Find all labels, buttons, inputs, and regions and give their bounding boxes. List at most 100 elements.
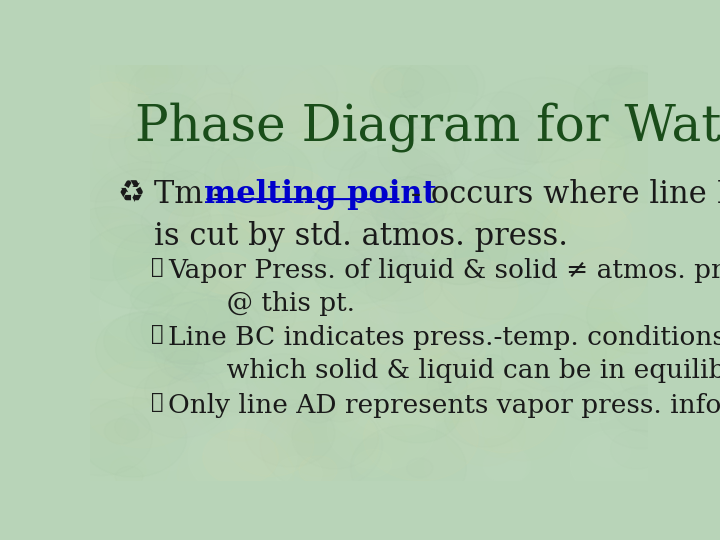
Circle shape [228,381,306,439]
Circle shape [80,397,186,477]
Circle shape [445,190,495,227]
Circle shape [120,405,209,471]
Circle shape [338,106,361,124]
Circle shape [188,353,299,436]
Circle shape [266,291,334,342]
Circle shape [413,181,530,268]
Circle shape [283,273,399,359]
Circle shape [228,413,314,476]
Text: ❘: ❘ [151,393,164,412]
Circle shape [525,120,624,195]
Circle shape [341,348,458,436]
Circle shape [240,179,330,246]
Circle shape [424,258,518,328]
Circle shape [76,82,152,138]
Circle shape [113,224,223,306]
Circle shape [174,191,295,281]
Circle shape [453,375,557,453]
Circle shape [360,238,400,268]
Circle shape [536,116,624,182]
Circle shape [334,455,383,491]
Circle shape [528,373,621,441]
Circle shape [233,166,335,242]
Circle shape [446,121,528,183]
Circle shape [302,203,377,259]
Circle shape [557,308,631,363]
Circle shape [141,292,238,365]
Circle shape [369,304,396,325]
Circle shape [570,429,663,499]
Circle shape [125,135,153,156]
Circle shape [50,134,164,219]
Circle shape [80,225,192,308]
Circle shape [196,52,316,141]
Text: Vapor Press. of liquid & solid ≠ atmos. press
       @ this pt.: Vapor Press. of liquid & solid ≠ atmos. … [168,258,720,316]
Text: Phase Diagram for Water: Phase Diagram for Water [135,102,720,152]
Text: ❘: ❘ [151,258,164,277]
Circle shape [256,120,280,138]
Text: - occurs where line BC: - occurs where line BC [401,179,720,210]
Circle shape [541,200,632,267]
Circle shape [270,106,315,139]
Circle shape [476,177,580,253]
Circle shape [338,171,395,214]
Circle shape [354,449,392,477]
Circle shape [125,118,185,163]
Circle shape [466,179,536,231]
Circle shape [349,143,452,219]
Circle shape [145,66,169,85]
Circle shape [482,399,564,461]
Circle shape [453,238,506,278]
Circle shape [335,398,390,438]
Circle shape [59,207,158,280]
Circle shape [157,299,258,374]
Circle shape [166,303,207,333]
Circle shape [613,287,672,331]
Circle shape [253,146,289,172]
Circle shape [574,389,621,423]
Circle shape [370,177,447,234]
Circle shape [99,268,208,349]
Circle shape [226,414,256,436]
Circle shape [157,171,218,216]
Circle shape [168,203,223,244]
Circle shape [446,330,484,358]
Circle shape [203,429,279,485]
Circle shape [440,237,549,319]
Circle shape [199,253,254,294]
Circle shape [56,320,174,408]
Circle shape [246,354,320,409]
Circle shape [66,70,131,119]
Circle shape [74,130,126,168]
Circle shape [282,181,327,214]
Circle shape [364,395,478,481]
Circle shape [416,153,454,182]
Circle shape [408,92,503,164]
Circle shape [377,302,433,344]
Circle shape [148,48,197,84]
Circle shape [188,416,297,498]
Circle shape [210,228,302,298]
Text: ❘: ❘ [151,325,164,343]
Circle shape [462,410,498,436]
Circle shape [620,266,670,304]
Circle shape [473,154,516,186]
Circle shape [230,291,295,340]
Circle shape [502,314,606,391]
Circle shape [358,118,410,157]
Text: melting point: melting point [204,179,437,210]
Text: Only line AD represents vapor press. info.: Only line AD represents vapor press. inf… [168,393,720,418]
Circle shape [181,383,287,462]
Circle shape [343,276,463,366]
Circle shape [132,93,204,146]
Circle shape [570,200,626,242]
Circle shape [96,311,199,388]
Circle shape [495,194,571,251]
Circle shape [153,286,217,334]
Circle shape [432,241,490,285]
Circle shape [232,55,338,133]
Circle shape [471,406,514,438]
Circle shape [400,91,423,107]
Circle shape [149,330,242,399]
Circle shape [510,389,532,407]
